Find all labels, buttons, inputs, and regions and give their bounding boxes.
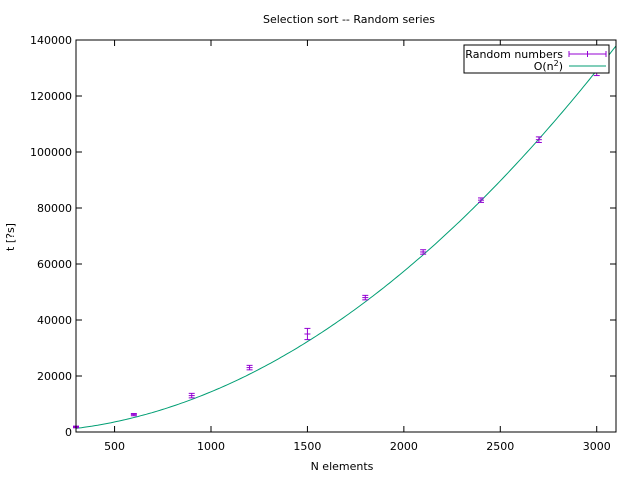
series-line-o-n2 (75, 45, 617, 429)
legend-symbol-random-numbers (568, 51, 607, 57)
legend-o-n2-end: ) (559, 60, 563, 73)
x-tick-label: 1000 (197, 440, 225, 453)
y-tick-label: 80000 (37, 202, 72, 215)
x-tick-label: 3000 (583, 440, 611, 453)
axis-ticks: 500 1000 1500 2000 2500 3000 0 20000 40000 60000 8… (30, 34, 616, 453)
y-tick-label: 40000 (37, 314, 72, 327)
legend-o-n2-base: O(n (534, 60, 554, 73)
legend-entry-o-n2: O(n2) (534, 59, 563, 73)
y-tick-label: 0 (65, 426, 72, 439)
y-tick-label: 20000 (37, 370, 72, 383)
legend-box (463, 44, 610, 74)
legend: Random numbers O(n2) (463, 44, 610, 74)
legend-entry-random-numbers: Random numbers (465, 48, 563, 61)
data-point (362, 294, 369, 301)
data-point (478, 197, 484, 203)
plot-area (73, 45, 617, 429)
y-tick-label: 120000 (30, 90, 72, 103)
y-axis-label: t [?s] (4, 223, 17, 251)
x-tick-label: 500 (104, 440, 125, 453)
x-tick-label: 2500 (486, 440, 514, 453)
data-point (130, 413, 137, 417)
y-tick-label: 140000 (30, 34, 72, 47)
chart-title: Selection sort -- Random series (263, 13, 435, 26)
y-tick-label: 100000 (30, 146, 72, 159)
data-point (304, 327, 311, 341)
data-point (535, 136, 542, 143)
x-tick-label: 1500 (293, 440, 321, 453)
x-axis-label: N elements (311, 460, 374, 473)
data-point (246, 364, 253, 371)
data-point (420, 249, 427, 255)
legend-o-n2-sup: 2 (554, 59, 559, 68)
data-point (188, 392, 195, 399)
x-tick-label: 2000 (390, 440, 418, 453)
plot-frame (75, 39, 617, 433)
y-tick-label: 60000 (37, 258, 72, 271)
